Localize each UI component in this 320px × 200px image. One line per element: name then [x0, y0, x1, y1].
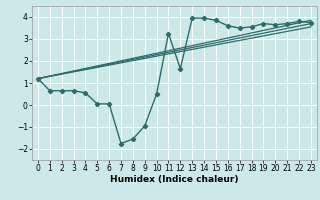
X-axis label: Humidex (Indice chaleur): Humidex (Indice chaleur): [110, 175, 239, 184]
